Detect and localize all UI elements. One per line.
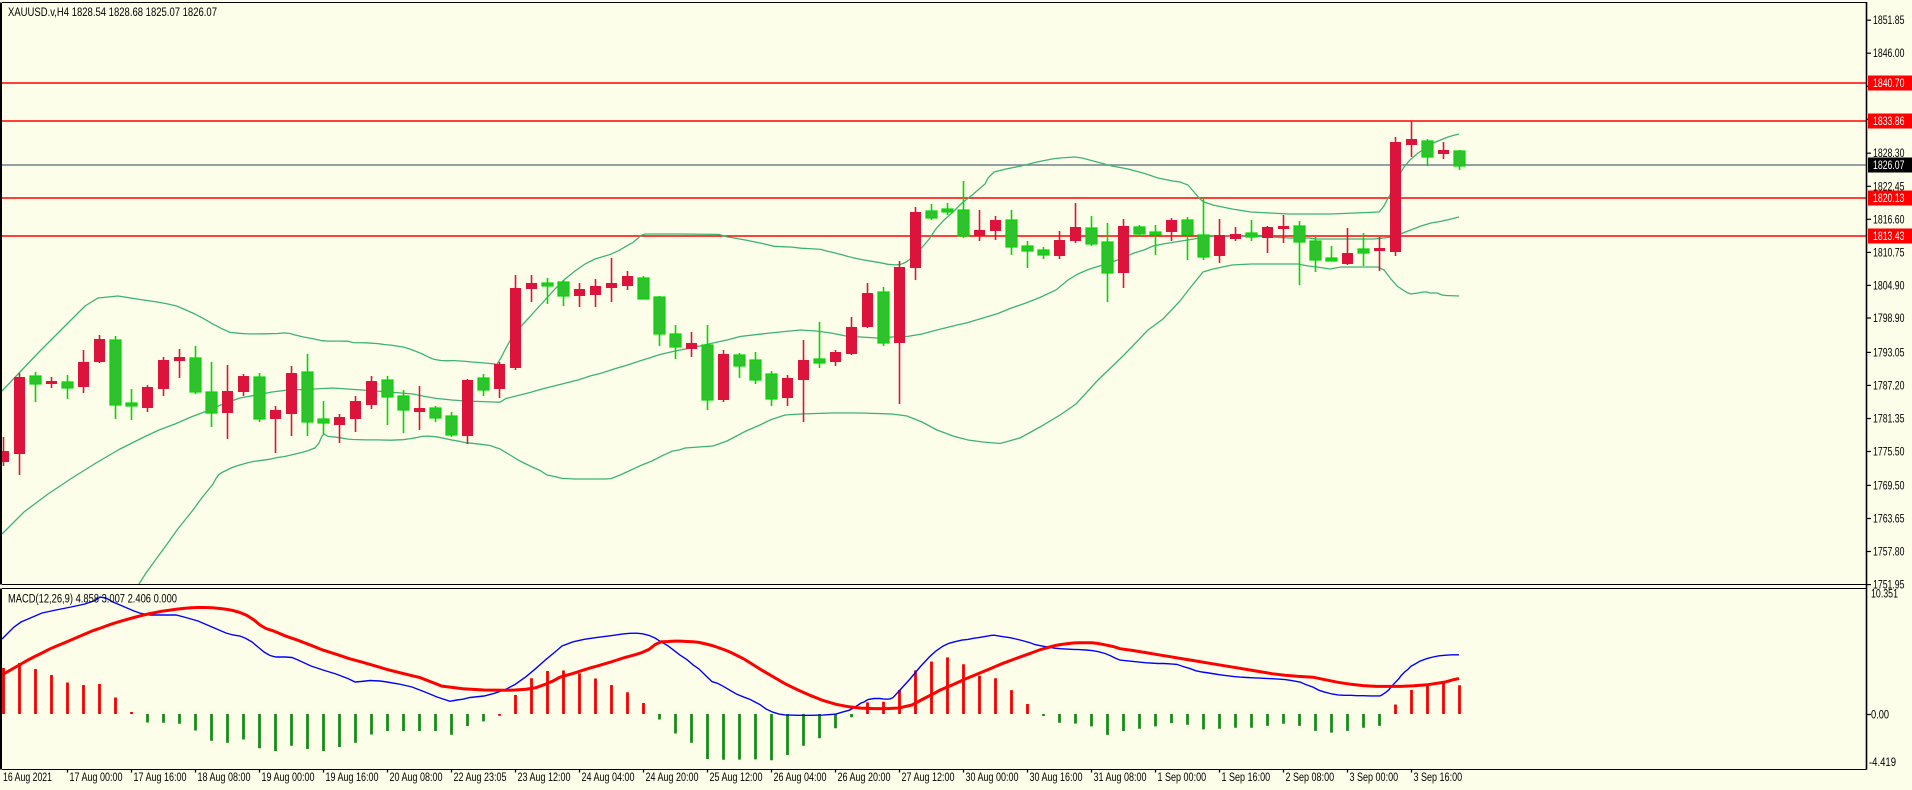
svg-text:1763.65: 1763.65 bbox=[1873, 514, 1905, 526]
svg-text:24 Aug 04:00: 24 Aug 04:00 bbox=[582, 772, 635, 784]
svg-text:20 Aug 08:00: 20 Aug 08:00 bbox=[390, 772, 443, 784]
svg-text:1757.80: 1757.80 bbox=[1873, 547, 1905, 559]
svg-text:-4.419: -4.419 bbox=[1869, 757, 1896, 769]
svg-text:26 Aug 04:00: 26 Aug 04:00 bbox=[774, 772, 827, 784]
svg-text:23 Aug 12:00: 23 Aug 12:00 bbox=[518, 772, 571, 784]
svg-text:3 Sep 16:00: 3 Sep 16:00 bbox=[1414, 772, 1463, 784]
svg-text:1833.86: 1833.86 bbox=[1873, 116, 1905, 128]
svg-text:24 Aug 20:00: 24 Aug 20:00 bbox=[646, 772, 699, 784]
svg-text:1826.07: 1826.07 bbox=[1873, 160, 1905, 172]
svg-text:26 Aug 20:00: 26 Aug 20:00 bbox=[838, 772, 891, 784]
svg-text:1810.75: 1810.75 bbox=[1873, 247, 1905, 259]
svg-text:1787.20: 1787.20 bbox=[1873, 380, 1905, 392]
svg-text:1804.90: 1804.90 bbox=[1873, 280, 1905, 292]
svg-text:22 Aug 23:05: 22 Aug 23:05 bbox=[454, 772, 507, 784]
svg-text:19 Aug 16:00: 19 Aug 16:00 bbox=[326, 772, 379, 784]
svg-text:1 Sep 16:00: 1 Sep 16:00 bbox=[1222, 772, 1271, 784]
svg-text:1 Sep 00:00: 1 Sep 00:00 bbox=[1158, 772, 1207, 784]
svg-text:25 Aug 12:00: 25 Aug 12:00 bbox=[710, 772, 763, 784]
svg-text:30 Aug 16:00: 30 Aug 16:00 bbox=[1030, 772, 1083, 784]
svg-text:18 Aug 08:00: 18 Aug 08:00 bbox=[198, 772, 251, 784]
svg-text:10.351: 10.351 bbox=[1871, 589, 1898, 601]
svg-text:1798.90: 1798.90 bbox=[1873, 313, 1905, 325]
svg-text:1793.05: 1793.05 bbox=[1873, 347, 1905, 359]
svg-text:1813.43: 1813.43 bbox=[1873, 231, 1905, 243]
svg-text:1775.50: 1775.50 bbox=[1873, 447, 1905, 459]
svg-text:0.00: 0.00 bbox=[1871, 710, 1889, 722]
svg-text:1846.00: 1846.00 bbox=[1873, 48, 1905, 60]
svg-text:2 Sep 08:00: 2 Sep 08:00 bbox=[1286, 772, 1335, 784]
svg-text:1820.13: 1820.13 bbox=[1873, 193, 1905, 205]
svg-text:1781.35: 1781.35 bbox=[1873, 414, 1905, 426]
svg-text:19 Aug 00:00: 19 Aug 00:00 bbox=[262, 772, 315, 784]
svg-text:17 Aug 16:00: 17 Aug 16:00 bbox=[134, 772, 187, 784]
svg-text:XAUUSD.v,H4 1828.54 1828.68 1: XAUUSD.v,H4 1828.54 1828.68 1825.07 1826… bbox=[8, 5, 217, 19]
svg-text:1769.50: 1769.50 bbox=[1873, 480, 1905, 492]
svg-text:30 Aug 00:00: 30 Aug 00:00 bbox=[966, 772, 1019, 784]
svg-text:1840.70: 1840.70 bbox=[1873, 78, 1905, 90]
svg-text:1822.45: 1822.45 bbox=[1873, 181, 1905, 193]
svg-text:1816.60: 1816.60 bbox=[1873, 214, 1905, 226]
svg-text:31 Aug 08:00: 31 Aug 08:00 bbox=[1094, 772, 1147, 784]
svg-text:16 Aug 2021: 16 Aug 2021 bbox=[3, 772, 52, 784]
svg-text:MACD(12,26,9) 4.858 3.007 2.40: MACD(12,26,9) 4.858 3.007 2.406 0.000 bbox=[8, 594, 177, 606]
svg-text:1851.85: 1851.85 bbox=[1873, 15, 1905, 27]
svg-text:3 Sep 00:00: 3 Sep 00:00 bbox=[1350, 772, 1399, 784]
svg-text:17 Aug 00:00: 17 Aug 00:00 bbox=[70, 772, 123, 784]
svg-text:1828.30: 1828.30 bbox=[1873, 148, 1905, 160]
svg-text:27 Aug 12:00: 27 Aug 12:00 bbox=[902, 772, 955, 784]
svg-text:1751.95: 1751.95 bbox=[1873, 580, 1905, 592]
